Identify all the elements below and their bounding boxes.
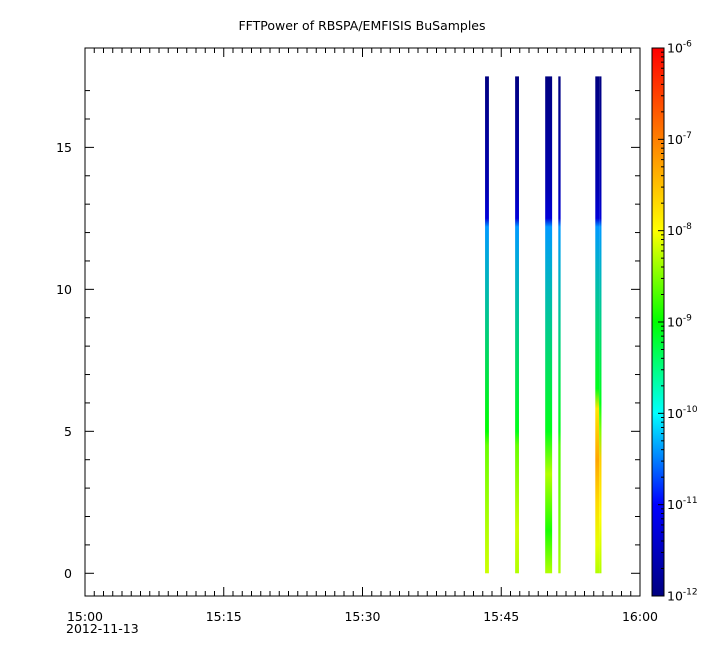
plot-background (85, 48, 640, 596)
x-tick-label: 15:45 (483, 609, 519, 624)
colorbar-tick-label: 10-12 (667, 588, 698, 604)
y-axis-ticks: 0 5 10 15 (56, 90, 640, 581)
spectrogram-strip (545, 76, 553, 574)
colorbar-tick-label: 10-8 (667, 222, 692, 238)
colorbar-tick-label: 10-11 (667, 496, 698, 512)
x-tick-label: 16:00 (622, 609, 658, 624)
chart-title: FFTPower of RBSPA/EMFISIS BuSamples (238, 18, 485, 33)
x-tick-label: 15:30 (344, 609, 380, 624)
x-minor-ticks (93, 48, 632, 596)
colorbar-tick-label: 10-9 (667, 314, 692, 330)
x-axis-ticks: 15:00 15:15 15:30 15:45 16:00 (67, 48, 658, 624)
spectrogram-strip (485, 76, 489, 574)
x-axis-date-label: 2012-11-13 (66, 621, 139, 636)
x-tick-label: 15:15 (206, 609, 242, 624)
y-tick-label: 10 (56, 282, 72, 297)
colorbar-tick-label: 10-10 (667, 405, 698, 421)
y-tick-label: 0 (64, 566, 72, 581)
spectrogram-strip (599, 76, 602, 574)
colorbar-tick-label: 10-6 (667, 40, 692, 56)
x-tick-label: 15:00 (67, 609, 103, 624)
y-tick-label: 15 (56, 140, 72, 155)
spectrogram-strip (515, 76, 519, 574)
spectrogram-strips (485, 76, 602, 574)
colorbar-tick-label: 10-7 (667, 131, 692, 147)
y-tick-label: 5 (64, 424, 72, 439)
spectrogram-strip (595, 76, 600, 574)
spectrogram-strip (558, 76, 561, 574)
colorbar-ticks: 10-6 10-7 10-8 10-9 10-10 10-11 10-12 (658, 40, 698, 604)
